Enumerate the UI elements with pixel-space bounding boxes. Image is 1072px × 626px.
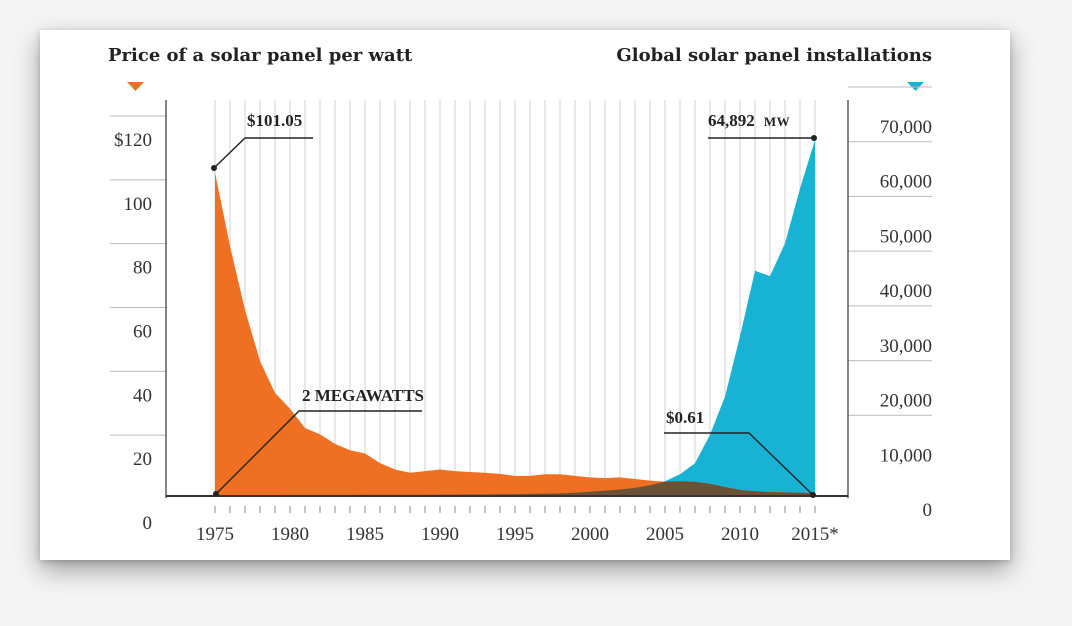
right-tick-label: 50,000: [880, 226, 932, 247]
x-tick-label: 1995: [496, 524, 534, 545]
end-install-dot: [811, 135, 817, 141]
left-title: Price of a solar panel per watt: [108, 45, 413, 66]
start-install-label: 2 MEGAWATTS: [302, 386, 424, 405]
left-tick-label: 40: [133, 385, 152, 406]
left-axis-ticks: 0 20 40 60 80 100 $120: [110, 115, 166, 534]
x-tick-label: 2000: [571, 524, 609, 545]
left-tick-label: 60: [133, 322, 152, 343]
x-tick-label: 2005: [646, 524, 684, 545]
start-price-dot: [211, 165, 217, 171]
right-title: Global solar panel installations: [616, 45, 932, 66]
right-tick-label: 20,000: [880, 391, 932, 412]
overlap-area: [215, 481, 815, 495]
left-tick-label: 80: [133, 258, 152, 279]
right-axis-ticks: 0 10,000 20,000 30,000 40,000 50,000 60,000 70,…: [848, 86, 933, 521]
left-tick-label: $120: [114, 130, 152, 151]
right-tick-label: 0: [923, 500, 933, 521]
x-tick-label: 1990: [421, 524, 459, 545]
annotations: $101.05 2 MEGAWATTS $0.61 64,892 MW: [211, 111, 817, 498]
x-tick-label: 2010: [721, 524, 759, 545]
right-tick-label: 30,000: [880, 336, 932, 357]
start-install-dot: [213, 491, 219, 497]
right-tick-label: 10,000: [880, 445, 932, 466]
start-price-label: $101.05: [247, 111, 302, 130]
left-title-marker: [127, 82, 144, 91]
right-tick-label: 40,000: [880, 281, 932, 302]
x-axis-ticks: 1975 1980 1985 1990 1995 2000 2005 2010 2015*: [196, 506, 839, 545]
right-tick-label: 70,000: [880, 117, 932, 138]
left-tick-label: 0: [143, 513, 153, 534]
start-install-leader: [215, 410, 422, 495]
end-price-label: $0.61: [666, 408, 704, 427]
end-price-dot: [810, 492, 816, 498]
end-install-label: 64,892 MW: [708, 111, 790, 130]
x-tick-label: 1980: [271, 524, 309, 545]
solar-chart: Price of a solar panel per watt Global s…: [108, 45, 933, 545]
series-areas: [215, 139, 815, 495]
x-tick-label: 1985: [346, 524, 384, 545]
start-price-leader: [213, 137, 313, 169]
price-area: [215, 172, 815, 495]
left-tick-label: 20: [133, 449, 152, 470]
left-tick-label: 100: [124, 194, 153, 215]
chart-panel: Price of a solar panel per watt Global s…: [40, 30, 1010, 560]
installations-area: [215, 139, 815, 495]
x-tick-label: 1975: [196, 524, 234, 545]
x-tick-label: 2015*: [791, 524, 839, 545]
right-tick-label: 60,000: [880, 172, 932, 193]
end-price-leader: [664, 432, 814, 496]
